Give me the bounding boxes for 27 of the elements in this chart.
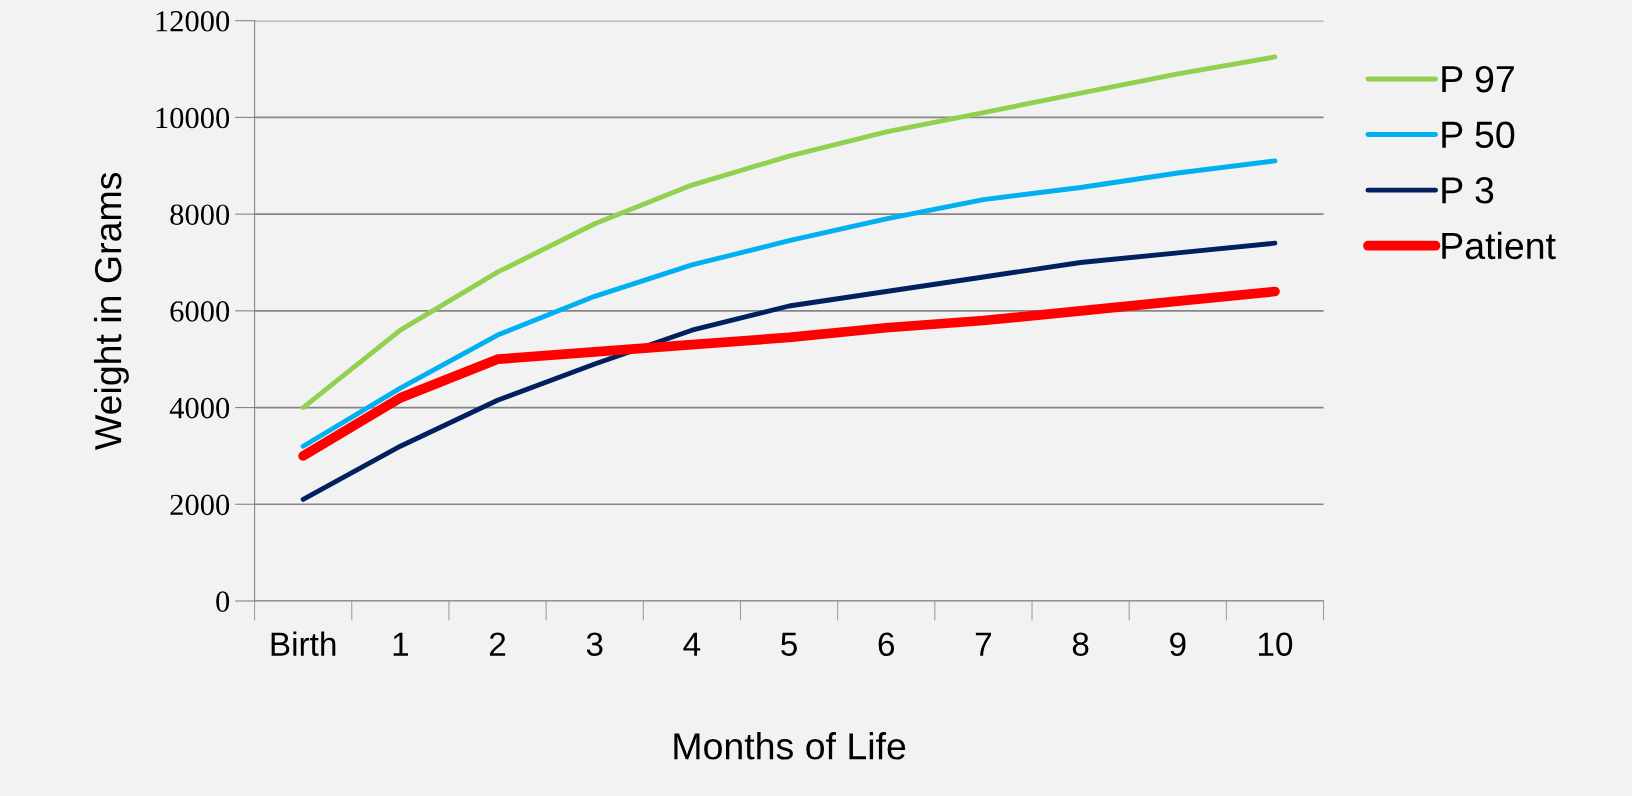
x-tick-label: 3 <box>586 632 603 657</box>
y-tick-label: 12000 <box>156 10 230 32</box>
y-tick-label: 4000 <box>169 397 230 419</box>
legend-label: Patient <box>1442 231 1556 260</box>
y-tick-label: 2000 <box>170 494 230 516</box>
legend-label: P 3 <box>1442 177 1494 204</box>
line-series <box>300 54 1278 410</box>
legend-label: P 50 <box>1442 121 1515 149</box>
legend-label: P 97 <box>1442 65 1514 93</box>
x-tick-label: Birth <box>271 631 336 656</box>
x-tick-label: 10 <box>1258 632 1293 657</box>
x-tick-label: 2 <box>489 632 506 656</box>
line-series <box>300 158 1278 449</box>
y-tick-label: 10000 <box>156 107 230 129</box>
x-tick-label: 9 <box>1170 632 1186 657</box>
x-tick-label: 1 <box>393 632 408 656</box>
y-tick-label: 0 <box>216 591 230 612</box>
x-tick-label: 5 <box>781 632 797 657</box>
x-tick-label: 8 <box>1072 632 1089 657</box>
x-axis-title: Months of Life <box>674 732 906 760</box>
x-tick-label: 4 <box>683 632 701 656</box>
y-tick-label: 6000 <box>170 301 230 322</box>
y-axis-title: Weight in Grams <box>93 172 129 450</box>
line-series <box>300 240 1278 502</box>
x-tick-label: 6 <box>878 632 895 657</box>
y-tick-label: 8000 <box>170 204 230 226</box>
x-tick-label: 7 <box>975 632 992 656</box>
